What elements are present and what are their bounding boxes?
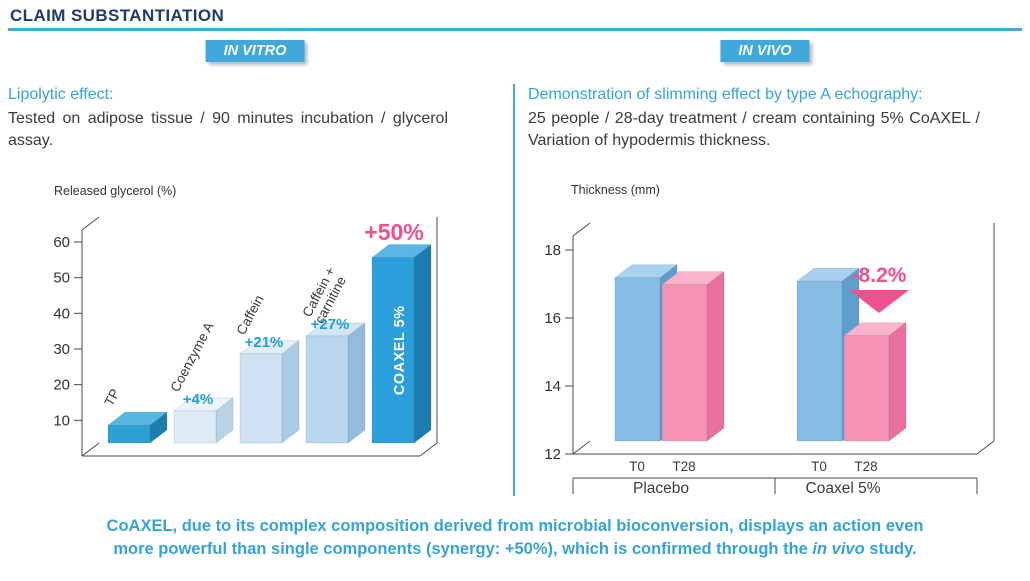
bar xyxy=(107,424,151,444)
bar xyxy=(796,280,843,442)
y-axis-title: Released glycerol (%) xyxy=(54,184,176,198)
conclusion-line2: more powerful than single components (sy… xyxy=(10,538,1020,561)
in-vivo-heading: Demonstration of slimming effect by type… xyxy=(528,86,923,103)
category-label-inside-bar: COAXEL 5% xyxy=(392,305,408,395)
data-label-highlight: +50% xyxy=(364,219,423,245)
y-tick-label: 12 xyxy=(544,446,561,463)
conclusion-line2-pre: more powerful than single components (sy… xyxy=(113,540,813,559)
bar-side-face xyxy=(706,271,725,442)
bar xyxy=(239,353,283,444)
bar-side-face xyxy=(888,322,907,442)
conclusion-text: CoAXEL, due to its complex composition d… xyxy=(10,515,1020,562)
in-vivo-description: 25 people / 28-day treatment / cream con… xyxy=(528,110,980,150)
bar xyxy=(843,335,890,442)
conclusion-line2-post: study. xyxy=(864,540,917,559)
data-label: +4% xyxy=(183,391,213,408)
in-vitro-description: Tested on adipose tissue / 90 minutes in… xyxy=(8,110,448,150)
title-underline xyxy=(8,28,1022,31)
series-tick-label: T0 xyxy=(811,459,827,474)
annotation-arrow-down-icon xyxy=(849,290,909,313)
y-tick-label: 50 xyxy=(53,270,70,287)
column-divider xyxy=(513,84,515,496)
y-tick-label: 16 xyxy=(544,310,561,327)
bar xyxy=(371,257,415,444)
page-title: CLAIM SUBSTANTIATION xyxy=(10,6,225,25)
y-tick-label: 30 xyxy=(53,341,70,358)
series-tick-label: T28 xyxy=(854,459,877,474)
y-tick-label: 20 xyxy=(53,377,70,394)
bar xyxy=(173,410,217,444)
y-tick-label: 60 xyxy=(53,234,70,251)
in-vitro-badge: IN VITRO xyxy=(205,40,305,62)
in-vivo-chart: Thickness (mm) 12 14 16 18 T0 T0 T28 T28 Placebo C… xyxy=(544,183,995,497)
in-vitro-chart: Released glycerol (%) 10 20 30 40 50 60 TP Coenz… xyxy=(53,184,438,457)
bar xyxy=(614,277,661,442)
bar-side-face xyxy=(413,244,432,444)
conclusion-line2-italic: in vivo xyxy=(812,540,865,559)
bar xyxy=(305,335,349,444)
data-label: +27% xyxy=(311,316,350,333)
category-label: Caffein xyxy=(233,293,266,338)
series-tick-label: T0 xyxy=(629,459,645,474)
svg-text:Coenzyme A: Coenzyme A xyxy=(167,320,216,395)
in-vitro-heading: Lipolytic effect: xyxy=(8,86,114,103)
bar xyxy=(661,284,708,442)
svg-text:COAXEL 5%: COAXEL 5% xyxy=(392,305,408,395)
y-tick-label: 18 xyxy=(544,242,561,259)
group-label: Coaxel 5% xyxy=(806,480,881,497)
y-tick-label: 40 xyxy=(53,305,70,322)
bar-side-face xyxy=(347,322,366,444)
category-label: Coenzyme A xyxy=(167,320,216,395)
svg-text:TP: TP xyxy=(101,386,122,408)
y-axis-title: Thickness (mm) xyxy=(571,183,660,197)
category-label: TP xyxy=(101,386,122,408)
data-label: +21% xyxy=(245,334,284,351)
conclusion-line1: CoAXEL, due to its complex composition d… xyxy=(106,517,924,535)
in-vivo-badge: IN VIVO xyxy=(720,40,810,62)
group-label: Placebo xyxy=(633,480,689,497)
y-tick-label: 10 xyxy=(53,412,70,429)
svg-text:Caffein: Caffein xyxy=(233,293,266,338)
bar-side-face xyxy=(281,340,300,444)
y-tick-label: 14 xyxy=(544,378,561,395)
series-tick-label: T28 xyxy=(672,459,695,474)
annotation-label: -8.2% xyxy=(852,264,907,287)
